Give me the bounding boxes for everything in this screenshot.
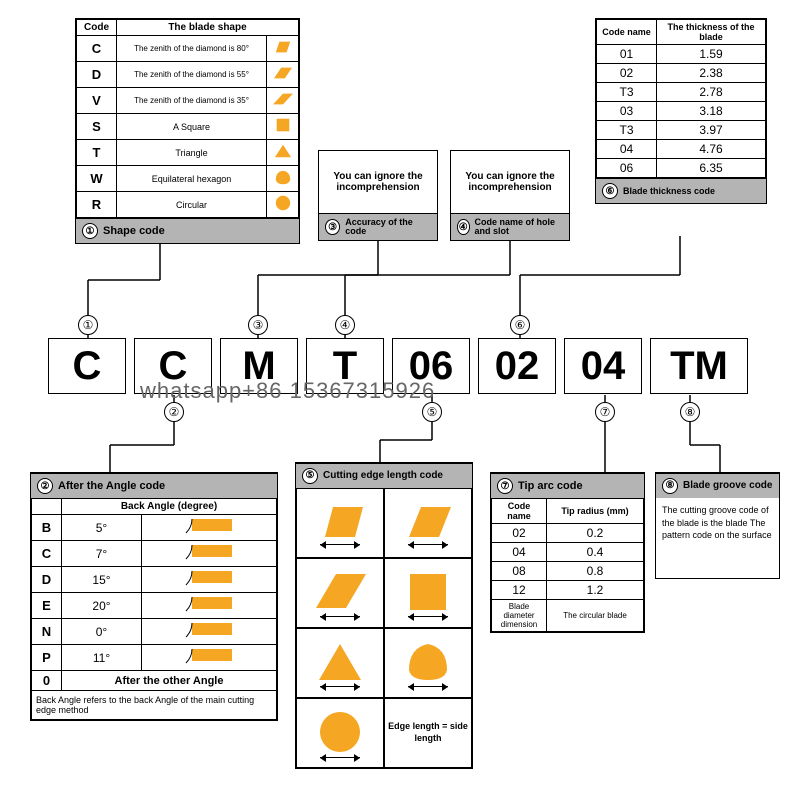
angle-shape-icon [184, 595, 234, 613]
pos-label-4: ④ [335, 315, 355, 335]
box8-note: The cutting groove code of the blade is … [656, 498, 779, 578]
box7-header: ⑦Tip arc code [491, 473, 644, 498]
table-row: 080.8 [492, 562, 644, 581]
rhombus-shape-icon [312, 570, 368, 614]
table-row: 066.35 [597, 159, 766, 178]
angle-shape-icon [184, 543, 234, 561]
angle-shape-icon [184, 647, 234, 665]
box-accuracy: You can ignore the incomprehension ③Accu… [318, 150, 438, 241]
table-row: 044.76 [597, 140, 766, 159]
table-row: T33.97 [597, 121, 766, 140]
box4-header: ④Code name of hole and slot [451, 213, 569, 240]
pos-label-7: ⑦ [595, 402, 615, 422]
table-row: 121.2 [492, 581, 644, 600]
box-thickness: Code name The thickness of the blade 011… [595, 18, 767, 204]
box2-header: ②After the Angle code [31, 473, 277, 498]
square-icon [272, 116, 294, 134]
square-shape-icon [406, 570, 450, 614]
angle-shape-icon [184, 517, 234, 535]
box8-header: ⑧Blade groove code [656, 473, 779, 498]
table-row: E20° [32, 593, 277, 619]
table-row: 033.18 [597, 102, 766, 121]
table-row: TTriangle [77, 140, 299, 166]
table-row: T32.78 [597, 83, 766, 102]
table-row: WEquilateral hexagon [77, 166, 299, 192]
rhombus35-icon [272, 90, 294, 108]
table-row: C7° [32, 541, 277, 567]
table-row: Blade diameter dimensionThe circular bla… [492, 600, 644, 632]
box-angle-code: ②After the Angle code Back Angle (degree… [30, 472, 278, 721]
box3-note: You can ignore the incomprehension [319, 151, 437, 213]
table-row: P11° [32, 645, 277, 671]
shape-grid: Edge length = side length [296, 488, 472, 768]
table-row: VThe zenith of the diamond is 35° [77, 88, 299, 114]
edge-length-label: Edge length = side length [384, 698, 472, 768]
roundtri-icon [272, 168, 294, 186]
pos-label-2: ② [164, 402, 184, 422]
th-code: Code [77, 20, 117, 36]
pos-label-1: ① [78, 315, 98, 335]
th-shape: The blade shape [117, 20, 299, 36]
table-row: CThe zenith of the diamond is 80° [77, 36, 299, 62]
box4-note: You can ignore the incomprehension [451, 151, 569, 213]
table-row: D15° [32, 567, 277, 593]
box1-header: ①Shape code [76, 218, 299, 243]
box-groove-code: ⑧Blade groove code The cutting groove co… [655, 472, 780, 579]
th-codename: Code name [597, 20, 657, 45]
code-cell-7: 04 [564, 338, 642, 394]
table-row: RCircular [77, 192, 299, 218]
box5-header: ⑤Cutting edge length code [296, 463, 472, 488]
box-cutting-edge: ⑤Cutting edge length code Edge length = … [295, 462, 473, 769]
box-shape-code: Code The blade shape CThe zenith of the … [75, 18, 300, 244]
roundtri-shape-icon [403, 640, 453, 684]
box2-footnote: Back Angle refers to the back Angle of t… [32, 691, 277, 720]
circle-icon [272, 194, 294, 212]
circle-shape-icon [317, 709, 363, 755]
rhombus-shape-icon [403, 502, 453, 542]
pos-label-8: ⑧ [680, 402, 700, 422]
box3-header: ③Accuracy of the code [319, 213, 437, 240]
table-row: 040.4 [492, 543, 644, 562]
box-hole-slot: You can ignore the incomprehension ④Code… [450, 150, 570, 241]
triangle-icon [272, 142, 294, 160]
pos-label-5: ⑤ [422, 402, 442, 422]
table-row: 011.59 [597, 45, 766, 64]
th-thickness: The thickness of the blade [657, 20, 766, 45]
rhombus80-icon [272, 38, 294, 56]
code-cell-8: TM [650, 338, 748, 394]
triangle-shape-icon [315, 640, 365, 684]
code-cell-6: 02 [478, 338, 556, 394]
pos-label-6: ⑥ [510, 315, 530, 335]
table-row: N0° [32, 619, 277, 645]
angle-shape-icon [184, 569, 234, 587]
code-cell-1: C [48, 338, 126, 394]
angle-shape-icon [184, 621, 234, 639]
table-row: SA Square [77, 114, 299, 140]
pos-label-3: ③ [248, 315, 268, 335]
watermark-text: whatsapp+86 15367315926 [140, 378, 435, 404]
table-row: 022.38 [597, 64, 766, 83]
table-row: B5° [32, 515, 277, 541]
table-row: 0After the other Angle [32, 671, 277, 691]
rhombus-shape-icon [315, 502, 365, 542]
box6-header: ⑥Blade thickness code [596, 178, 766, 203]
table-row: DThe zenith of the diamond is 55° [77, 62, 299, 88]
rhombus55-icon [272, 64, 294, 82]
box-tip-arc: ⑦Tip arc code Code nameTip radius (mm) 0… [490, 472, 645, 633]
table-row: 020.2 [492, 524, 644, 543]
